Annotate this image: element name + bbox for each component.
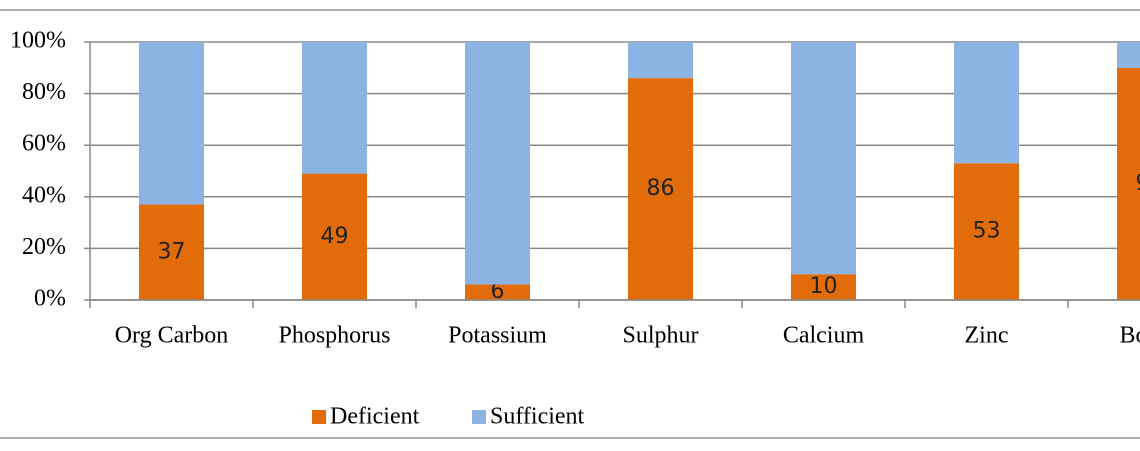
legend-label: Deficient [330, 404, 420, 430]
bar-segment [628, 78, 693, 301]
bar-segment [791, 42, 856, 275]
y-tick-label: 0% [34, 286, 66, 312]
x-tick-label: Boron [1120, 323, 1140, 349]
y-tick-label: 20% [22, 234, 66, 260]
bar-segment [302, 173, 367, 300]
bar-segment [302, 42, 367, 174]
x-tick-label: Sulphur [622, 323, 698, 349]
y-tick-label: 80% [22, 79, 66, 105]
legend-label: Sufficient [490, 404, 585, 430]
data-label: 49 [321, 224, 349, 249]
bar-segment [1117, 42, 1140, 68]
bar-segment [139, 42, 204, 205]
legend-swatch [472, 410, 486, 424]
bar-segment [139, 204, 204, 300]
data-label: 53 [973, 219, 1001, 244]
bar-segment [954, 42, 1019, 164]
x-tick-label: Potassium [448, 323, 547, 349]
bar-segment [465, 284, 530, 300]
y-tick-label: 40% [22, 182, 66, 208]
data-label: 10 [810, 274, 838, 299]
data-label: 6 [491, 279, 505, 304]
x-tick-label: Org Carbon [115, 323, 229, 349]
data-label: 86 [647, 176, 675, 201]
bar-segment [628, 42, 693, 79]
legend-swatch [312, 410, 326, 424]
bar-segment [954, 163, 1019, 300]
data-label: 37 [158, 239, 186, 264]
x-tick-label: Zinc [965, 323, 1009, 349]
bar-segment [465, 42, 530, 285]
y-tick-label: 60% [22, 131, 66, 157]
bar-segment [1117, 67, 1140, 300]
bar-segment [791, 274, 856, 300]
x-tick-label: Calcium [783, 323, 865, 349]
data-label: 90 [1136, 171, 1140, 196]
x-tick-label: Phosphorus [278, 323, 390, 349]
y-tick-label: 100% [10, 28, 66, 54]
